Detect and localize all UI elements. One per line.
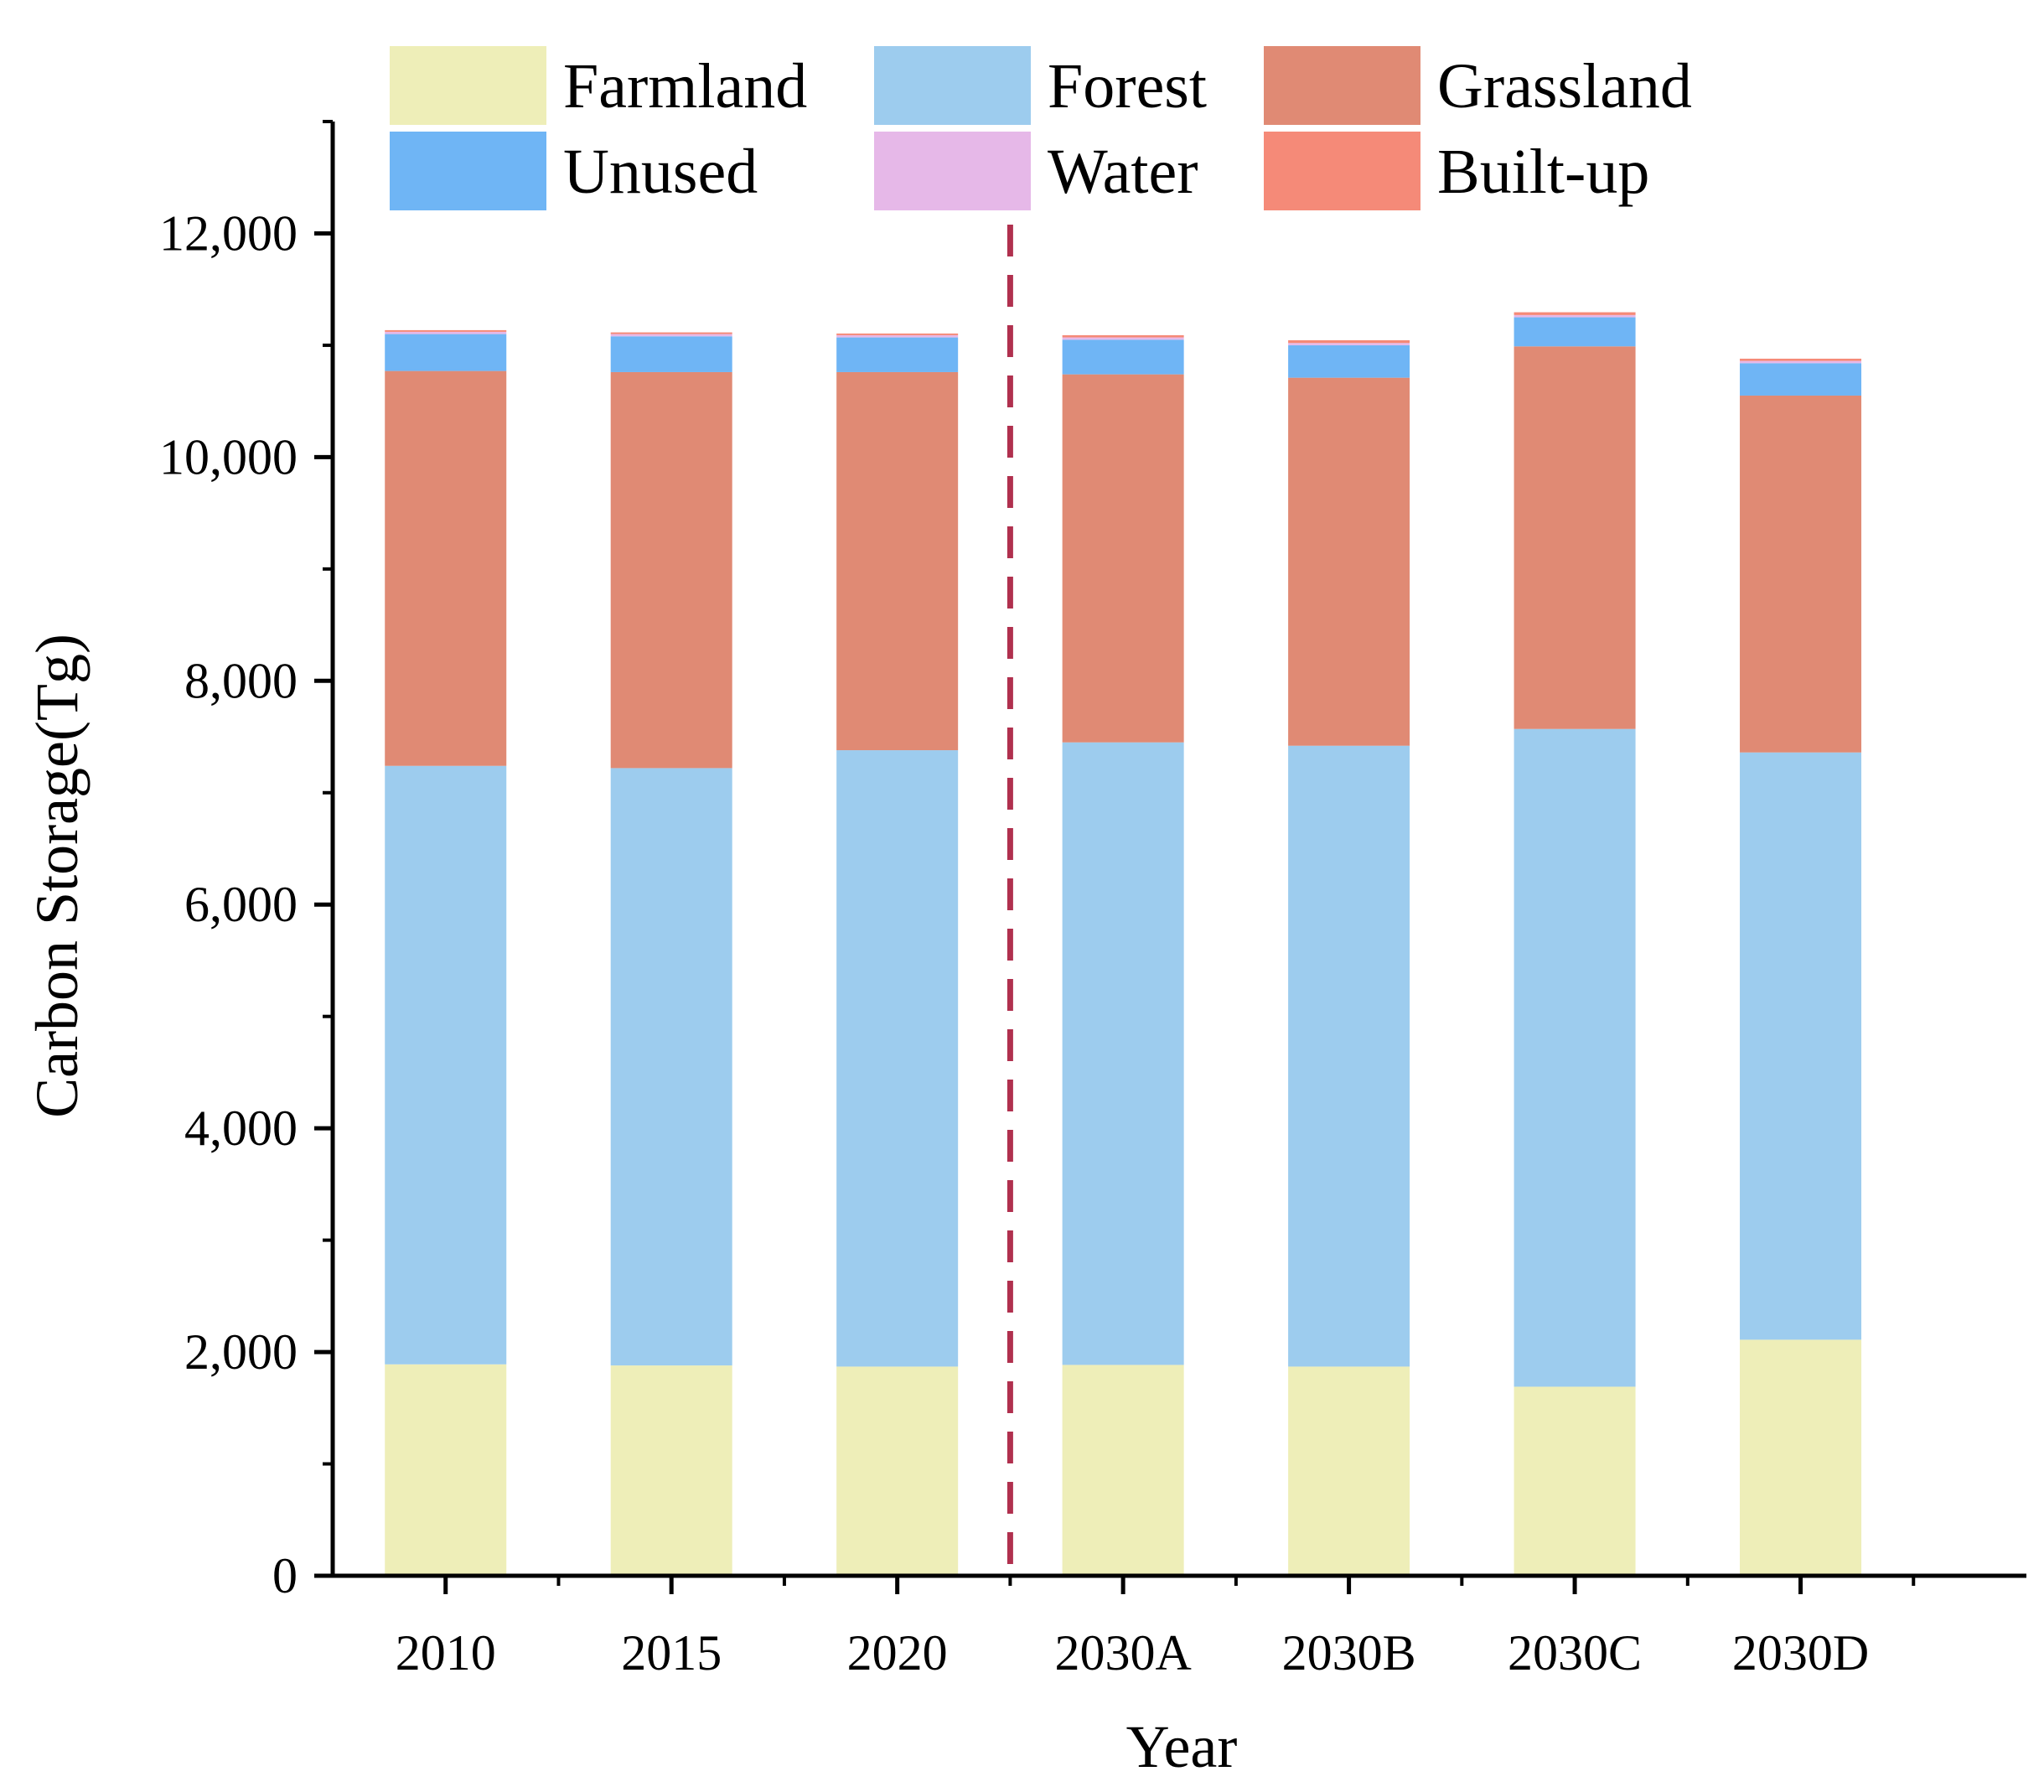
- legend-label-built-up: Built-up: [1437, 137, 1649, 207]
- bar-built-up-2030b: [1288, 339, 1410, 344]
- bar-farmland-2030c: [1514, 1386, 1636, 1576]
- bar-forest-2015: [610, 768, 732, 1366]
- legend-label-water: Water: [1048, 137, 1198, 207]
- legend-label-farmland: Farmland: [563, 51, 807, 122]
- legend-swatch-grassland: [1264, 46, 1420, 125]
- y-tick-label: 6,000: [184, 877, 298, 932]
- x-tick-label: 2030B: [1282, 1625, 1416, 1681]
- x-tick-label: 2030A: [1054, 1625, 1191, 1681]
- y-tick-label: 8,000: [184, 653, 298, 708]
- bar-grassland-2030d: [1740, 395, 1862, 753]
- bar-water-2010: [385, 331, 507, 334]
- bar-unused-2030a: [1062, 339, 1184, 375]
- y-tick-label: 0: [272, 1548, 298, 1603]
- bar-farmland-2030b: [1288, 1366, 1410, 1576]
- bar-forest-2030d: [1740, 752, 1862, 1340]
- bar-water-2030a: [1062, 337, 1184, 340]
- bar-farmland-2020: [836, 1366, 959, 1576]
- bar-farmland-2030d: [1740, 1339, 1862, 1576]
- y-axis-title: Carbon Storage(Tg): [23, 634, 91, 1118]
- bar-built-up-2015: [610, 332, 732, 334]
- x-tick-label: 2030D: [1732, 1625, 1869, 1681]
- bar-grassland-2030a: [1062, 374, 1184, 743]
- legend-swatch-water: [874, 132, 1031, 210]
- x-tick-label: 2030C: [1508, 1625, 1642, 1681]
- bar-forest-2030c: [1514, 728, 1636, 1387]
- bar-unused-2010: [385, 334, 507, 371]
- bar-forest-2010: [385, 765, 507, 1365]
- bar-water-2030b: [1288, 343, 1410, 345]
- legend-label-grassland: Grassland: [1437, 51, 1692, 122]
- legend-swatch-unused: [390, 132, 546, 210]
- bar-grassland-2020: [836, 371, 959, 751]
- y-tick-label: 2,000: [184, 1324, 298, 1380]
- x-tick-label: 2010: [396, 1625, 496, 1681]
- bar-unused-2030b: [1288, 344, 1410, 378]
- bar-unused-2030c: [1514, 317, 1636, 347]
- bar-built-up-2010: [385, 329, 507, 332]
- x-axis-title: Year: [1126, 1713, 1238, 1780]
- x-tick-label: 2015: [621, 1625, 722, 1681]
- bars-layer: [385, 312, 1862, 1576]
- bar-forest-2020: [836, 750, 959, 1367]
- bar-grassland-2010: [385, 370, 507, 766]
- bar-forest-2030b: [1288, 745, 1410, 1367]
- legend-swatch-built-up: [1264, 132, 1420, 210]
- bar-farmland-2010: [385, 1364, 507, 1576]
- legend-swatch-forest: [874, 46, 1031, 125]
- bar-grassland-2015: [610, 371, 732, 769]
- bar-water-2030d: [1740, 360, 1862, 364]
- bar-built-up-2030c: [1514, 312, 1636, 315]
- legend-layer: Farmland Forest Grassland Unused Water Built-…: [390, 46, 1692, 210]
- bar-built-up-2030a: [1062, 334, 1184, 338]
- y-tick-label: 10,000: [159, 429, 298, 484]
- bar-grassland-2030b: [1288, 377, 1410, 746]
- bar-built-up-2020: [836, 333, 959, 335]
- bar-water-2015: [610, 334, 732, 337]
- bar-water-2030c: [1514, 314, 1636, 318]
- axes-layer: 0 2,000 4,000 6,000 8,000 10,000 12,000 2010 201…: [159, 120, 2026, 1681]
- bar-farmland-2030a: [1062, 1365, 1184, 1576]
- bar-unused-2015: [610, 336, 732, 372]
- bar-unused-2030d: [1740, 363, 1862, 396]
- legend-label-unused: Unused: [563, 137, 758, 207]
- bar-water-2020: [836, 334, 959, 338]
- legend-label-forest: Forest: [1048, 51, 1207, 122]
- bar-forest-2030a: [1062, 742, 1184, 1365]
- x-tick-label: 2020: [847, 1625, 948, 1681]
- legend-swatch-farmland: [390, 46, 546, 125]
- y-tick-label: 12,000: [159, 205, 298, 261]
- bar-farmland-2015: [610, 1365, 732, 1576]
- bar-unused-2020: [836, 337, 959, 372]
- y-tick-label: 4,000: [184, 1101, 298, 1156]
- bar-grassland-2030c: [1514, 346, 1636, 729]
- bar-built-up-2030d: [1740, 358, 1862, 361]
